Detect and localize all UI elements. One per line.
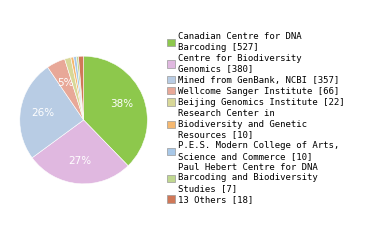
Wedge shape (20, 67, 84, 158)
Legend: Canadian Centre for DNA
Barcoding [527], Centre for Biodiversity
Genomics [380],: Canadian Centre for DNA Barcoding [527],… (166, 32, 345, 204)
Wedge shape (74, 57, 84, 120)
Wedge shape (76, 56, 84, 120)
Text: 38%: 38% (111, 99, 134, 109)
Text: 27%: 27% (68, 156, 92, 166)
Wedge shape (65, 57, 84, 120)
Wedge shape (84, 56, 147, 166)
Wedge shape (32, 120, 128, 184)
Wedge shape (78, 56, 84, 120)
Text: 26%: 26% (31, 108, 54, 118)
Wedge shape (71, 57, 84, 120)
Wedge shape (48, 59, 84, 120)
Text: 5%: 5% (57, 78, 74, 88)
